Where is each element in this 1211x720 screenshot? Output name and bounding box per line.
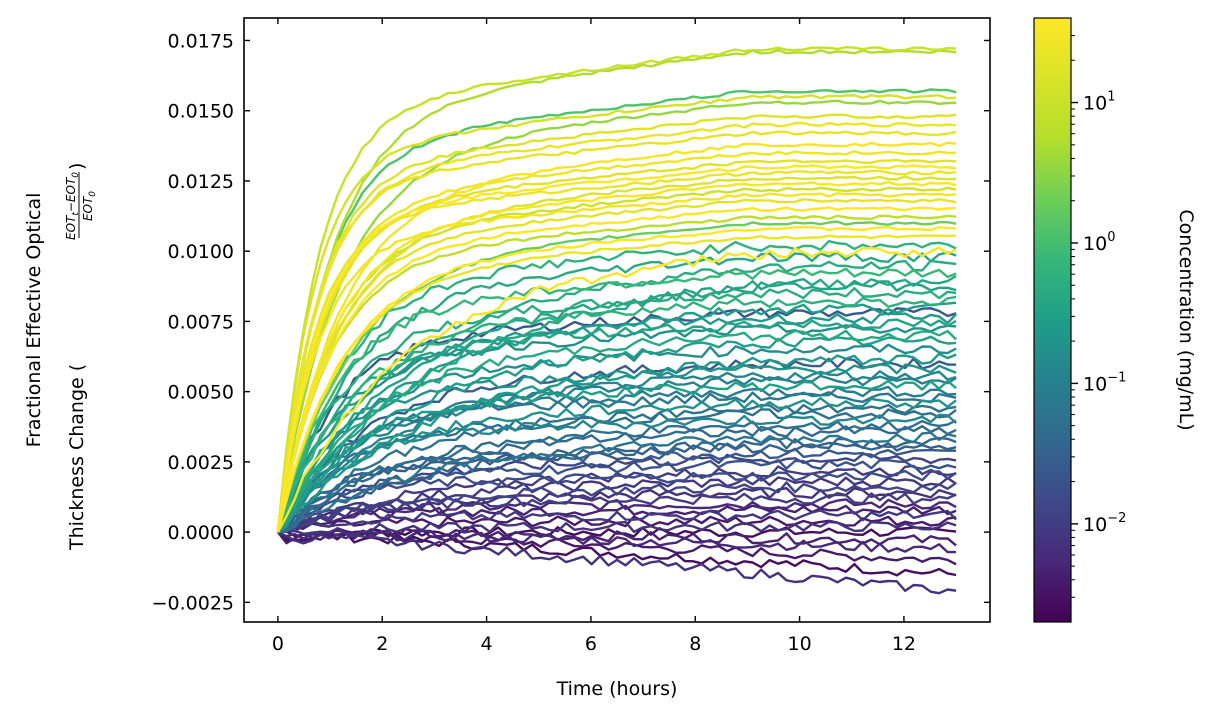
x-axis-label: Time (hours): [556, 678, 678, 700]
series-line: [276, 279, 957, 533]
series-line: [276, 379, 957, 533]
series-line: [277, 520, 957, 536]
series-line: [276, 46, 957, 533]
colorbar-gradient: [1033, 17, 1072, 623]
series-line: [276, 251, 957, 533]
series-line: [276, 94, 957, 533]
x-axis: 0 2 4 6 8 10 12: [272, 18, 916, 655]
series-line: [276, 192, 957, 533]
series-line: [277, 419, 957, 534]
y-axis-fraction: EOTt−EOT0 EOT0: [64, 172, 98, 240]
y-tick-label: 0.0125: [168, 171, 234, 193]
x-tick-label: 10: [787, 633, 811, 655]
colorbar-ticks: 10−2 10−1 100 101: [1071, 35, 1126, 598]
y-axis-label: Fractional Effective Optical Thickness C…: [23, 163, 98, 551]
series-line: [276, 141, 957, 533]
series-line: [277, 403, 957, 533]
series-line: [276, 275, 957, 533]
colorbar-tick-label: 10−1: [1083, 370, 1126, 395]
colorbar-tick-label: 101: [1083, 90, 1115, 115]
x-tick-label: 6: [585, 633, 597, 655]
y-tick-label: 0.0150: [168, 101, 234, 123]
series-line: [276, 158, 957, 533]
series-line: [277, 531, 957, 595]
y-tick-label: 0.0000: [168, 522, 234, 544]
colorbar-label: Concentration (mg/mL): [1175, 209, 1197, 430]
series-line: [276, 99, 957, 533]
series-line: [276, 287, 957, 533]
series-line: [276, 150, 957, 533]
svg-text:EOT0: EOT0: [81, 191, 98, 221]
series-line: [277, 469, 957, 534]
series-line: [276, 186, 957, 533]
series-line: [276, 259, 957, 533]
series-line: [276, 329, 957, 533]
y-axis: −0.0025 0.0000 0.0025 0.0050 0.0075 0.0100 0.0…: [152, 30, 990, 614]
series-line: [276, 121, 957, 533]
colorbar-tick-label: 10−2: [1083, 511, 1126, 536]
series-line: [276, 88, 957, 533]
series-line: [276, 130, 957, 533]
series-line: [276, 240, 957, 533]
plot-frame: [243, 17, 991, 623]
y-axis-label-line2: Thickness Change (: [66, 364, 88, 551]
series-line: [277, 481, 957, 534]
series-line: [276, 113, 957, 533]
series-line: [277, 335, 957, 533]
series-line: [276, 164, 957, 533]
series-line: [276, 214, 957, 533]
series-layer: [276, 46, 957, 595]
colorbar-tick-label: 100: [1083, 230, 1115, 255]
series-line: [276, 318, 957, 533]
x-tick-label: 4: [481, 633, 493, 655]
series-line: [276, 206, 957, 533]
series-line: [276, 397, 957, 533]
x-tick-label: 8: [689, 633, 701, 655]
series-line: [276, 267, 957, 533]
series-line: [277, 498, 957, 534]
y-axis-label-line1: Fractional Effective Optical: [23, 193, 45, 448]
y-tick-label: 0.0175: [168, 30, 234, 52]
series-line: [276, 234, 957, 533]
series-line: [276, 363, 957, 533]
series-line: [276, 49, 957, 533]
y-tick-label: 0.0050: [168, 382, 234, 404]
series-line: [276, 370, 957, 533]
series-line: [276, 175, 957, 533]
series-line: [277, 431, 957, 534]
y-tick-label: 0.0075: [168, 311, 234, 333]
series-line: [276, 180, 957, 533]
colorbar: 10−2 10−1 100 101 Concentration (mg/mL): [1033, 17, 1197, 623]
series-line: [277, 509, 957, 534]
x-tick-label: 0: [272, 633, 284, 655]
y-axis-label-close: ): [66, 163, 88, 170]
series-line: [276, 226, 957, 533]
y-tick-label: −0.0025: [152, 592, 234, 614]
series-line: [277, 352, 957, 534]
series-line: [277, 492, 957, 534]
y-tick-label: 0.0100: [168, 241, 234, 263]
series-line: [276, 246, 957, 533]
series-line: [277, 529, 957, 554]
series-line: [276, 198, 957, 533]
series-line: [276, 307, 957, 533]
x-tick-label: 2: [376, 633, 388, 655]
series-line: [276, 374, 957, 533]
svg-text:EOTt−EOT0: EOTt−EOT0: [64, 172, 81, 240]
series-line: [276, 295, 957, 533]
x-tick-label: 12: [892, 633, 916, 655]
y-tick-label: 0.0025: [168, 452, 234, 474]
